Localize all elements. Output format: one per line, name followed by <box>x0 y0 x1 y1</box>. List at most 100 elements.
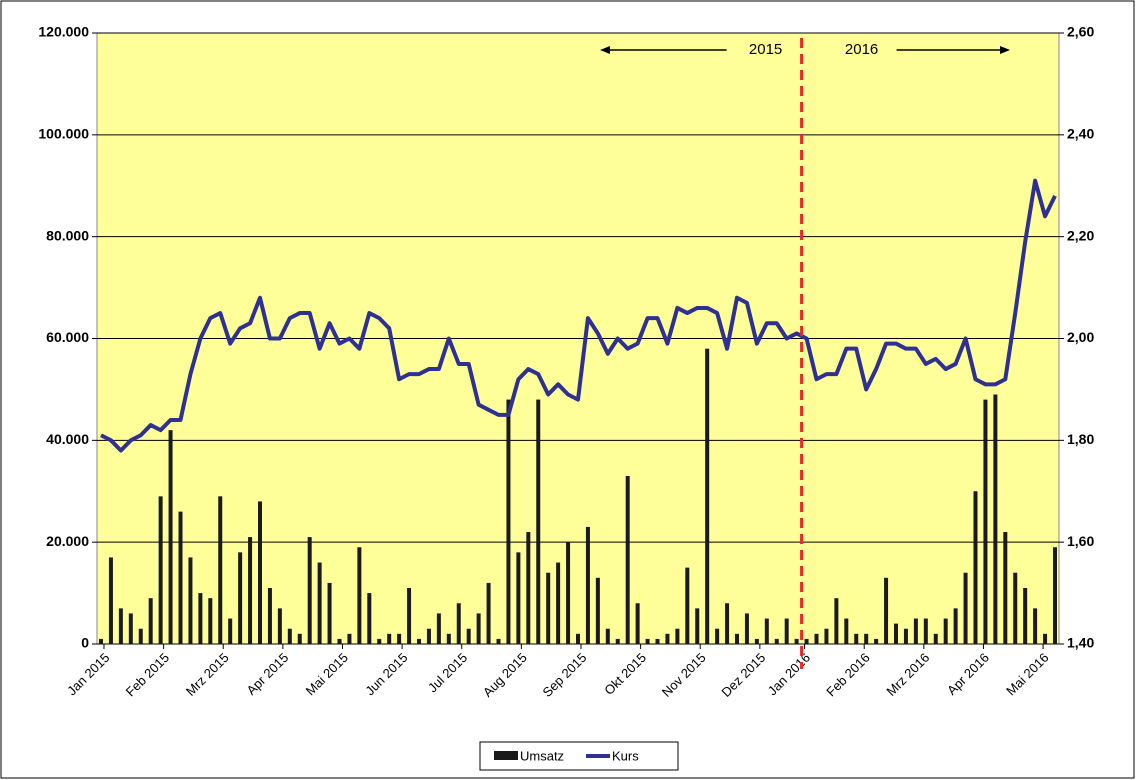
bar <box>188 557 193 644</box>
bar <box>337 638 342 644</box>
bar <box>764 618 769 644</box>
bar <box>973 491 978 644</box>
bar <box>248 537 253 644</box>
bar <box>456 603 461 644</box>
bar <box>347 633 352 644</box>
bar <box>128 613 133 644</box>
y2-tick-label: 1,60 <box>1067 533 1094 549</box>
bar <box>516 552 521 644</box>
bar <box>158 496 163 644</box>
bar <box>1043 633 1048 644</box>
bar <box>834 598 839 644</box>
bar <box>506 399 511 644</box>
bar <box>267 587 272 644</box>
bar <box>536 399 541 644</box>
bar <box>645 638 650 644</box>
bar <box>1023 587 1028 644</box>
bar <box>1053 547 1057 644</box>
bar <box>476 613 481 644</box>
bar <box>814 633 819 644</box>
bar <box>715 628 720 644</box>
bar <box>794 638 799 644</box>
bar <box>923 618 928 644</box>
bar <box>774 638 779 644</box>
bar <box>744 613 749 644</box>
bar <box>953 608 958 644</box>
bar <box>854 633 859 644</box>
bar <box>208 598 213 644</box>
bar <box>118 608 123 644</box>
bar <box>963 572 968 644</box>
bar <box>446 633 451 644</box>
bar <box>526 531 531 644</box>
bar <box>566 542 571 644</box>
y-tick-label: 0 <box>81 635 89 651</box>
legend-label: Kurs <box>612 748 639 763</box>
bar <box>884 577 889 644</box>
bar <box>198 593 203 644</box>
legend-swatch <box>494 751 518 760</box>
bar <box>218 496 223 644</box>
bar <box>357 547 362 644</box>
bar <box>576 633 580 644</box>
bar <box>605 628 610 644</box>
y2-tick-label: 1,40 <box>1067 635 1094 651</box>
bar <box>695 608 700 644</box>
bar <box>307 537 312 644</box>
annotation: 2016 <box>845 41 878 58</box>
bar <box>1013 572 1018 644</box>
bar <box>735 633 739 644</box>
bar <box>277 608 282 644</box>
y-tick-label: 20.000 <box>46 533 89 549</box>
bar <box>327 582 332 644</box>
y2-tick-label: 2,00 <box>1067 329 1094 345</box>
bar <box>377 638 382 644</box>
y2-tick-label: 2,40 <box>1067 126 1094 142</box>
bar <box>397 633 402 644</box>
bar <box>754 638 759 644</box>
bar <box>933 633 938 644</box>
y2-tick-label: 1,80 <box>1067 431 1094 447</box>
bar <box>615 638 620 644</box>
bar <box>436 613 441 644</box>
bar <box>864 633 869 644</box>
bar <box>824 628 829 644</box>
bar <box>625 475 630 644</box>
bar <box>675 628 680 644</box>
bar <box>685 567 690 644</box>
bar <box>546 572 551 644</box>
bar <box>108 557 113 644</box>
y-tick-label: 100.000 <box>38 126 89 142</box>
bar <box>635 603 640 644</box>
bar <box>983 399 988 644</box>
bar <box>943 618 948 644</box>
arrow-head <box>1000 46 1010 54</box>
bar <box>725 603 730 644</box>
annotation: 2015 <box>749 41 782 58</box>
legend-label: Umsatz <box>520 748 564 763</box>
bar <box>903 628 908 644</box>
bar <box>993 394 998 644</box>
bar <box>417 638 421 644</box>
y2-tick-label: 2,60 <box>1067 24 1094 40</box>
bar <box>287 628 292 644</box>
bar <box>804 638 809 644</box>
bar <box>407 587 412 644</box>
bar <box>426 628 431 644</box>
bar <box>387 633 392 644</box>
bar <box>228 618 233 644</box>
bar <box>585 526 590 644</box>
bar <box>317 562 322 644</box>
bar <box>874 638 879 644</box>
bar <box>168 430 173 644</box>
bar <box>486 582 491 644</box>
y-tick-label: 120.000 <box>38 24 89 40</box>
bar <box>367 593 372 644</box>
bar <box>894 623 898 644</box>
y2-tick-label: 2,20 <box>1067 227 1094 243</box>
bar <box>705 348 710 644</box>
bar <box>1033 608 1038 644</box>
bar <box>595 577 600 644</box>
y-tick-label: 60.000 <box>46 329 89 345</box>
bar <box>138 628 143 644</box>
